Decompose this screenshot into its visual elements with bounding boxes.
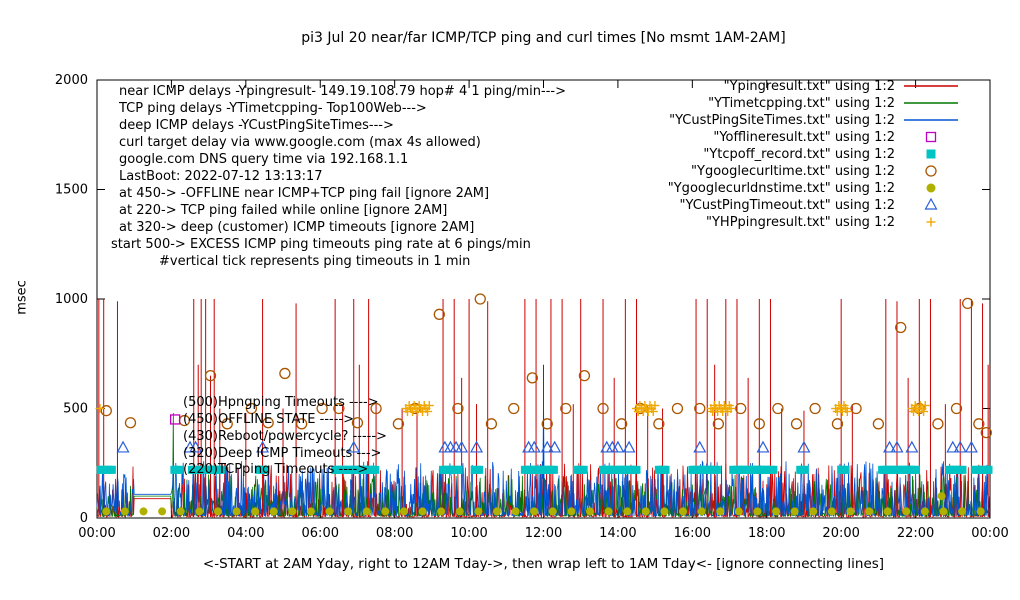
legend-label: "Yofflineresult.txt" using 1:2 xyxy=(713,130,895,145)
x-tick-label: 00:00 xyxy=(78,526,115,541)
x-tick-label: 06:00 xyxy=(302,526,339,541)
curl-circle-markers xyxy=(100,293,992,439)
y-axis: 0 500 1000 1500 2000 xyxy=(55,73,990,526)
legend-label: "Ygooglecurldnstime.txt" using 1:2 xyxy=(668,181,895,196)
timeout-triangle-markers xyxy=(116,440,978,453)
y-tick-label: 1000 xyxy=(55,292,88,307)
level-annotation: (500)Hpngping Timeouts ----> xyxy=(183,395,379,410)
info-line: start 500-> EXCESS ICMP ping timeouts pi… xyxy=(111,237,531,252)
info-line: at 320-> deep (customer) ICMP timeouts [… xyxy=(119,220,474,235)
offline-square-marker xyxy=(169,414,181,425)
y-tick-label: 2000 xyxy=(55,73,88,88)
info-line: #vertical tick represents ping timeouts … xyxy=(159,254,470,269)
x-tick-label: 18:00 xyxy=(748,526,785,541)
legend-label: "YCustPingSiteTimes.txt" using 1:2 xyxy=(669,113,895,128)
legend-label: "Ygooglecurltime.txt" using 1:2 xyxy=(691,164,895,179)
info-line: curl target delay via www.google.com (ma… xyxy=(119,135,481,150)
legend-label: "YHPpingresult.txt" using 1:2 xyxy=(706,215,895,230)
level-annotation: (220)TCPping Timeouts ----> xyxy=(183,462,368,477)
info-line: near ICMP delays -Ypingresult- 149.19.10… xyxy=(119,84,566,99)
y-tick-label: 500 xyxy=(63,402,88,417)
level-annotation: (320)Deep ICMP Timeouts ---> xyxy=(183,446,381,461)
info-line: TCP ping delays -YTimetcpping- Top100Web… xyxy=(118,101,427,116)
info-line: LastBoot: 2022-07-12 13:13:17 xyxy=(119,169,323,184)
info-line: deep ICMP delays -YCustPingSiteTimes---> xyxy=(119,118,394,133)
level-annotation: (450)OFFLINE STATE -----> xyxy=(183,412,354,427)
x-tick-label: 00:00 xyxy=(971,526,1008,541)
level-annotation: (430)Reboot/powercycle? -----> xyxy=(183,429,387,444)
info-text: near ICMP delays -Ypingresult- 149.19.10… xyxy=(111,84,566,269)
legend-label: "Ytcpoff_record.txt" using 1:2 xyxy=(703,147,895,162)
hp-plus-markers xyxy=(95,401,930,416)
y-tick-label: 1500 xyxy=(55,183,88,198)
x-axis-label: <-START at 2AM Yday, right to 12AM Tday-… xyxy=(202,556,885,572)
chart-title: pi3 Jul 20 near/far ICMP/TCP ping and cu… xyxy=(301,30,786,46)
tcpoff-square-markers xyxy=(96,465,993,474)
info-line: at 220-> TCP ping failed while online [i… xyxy=(119,203,447,218)
info-line: at 450-> -OFFLINE near ICMP+TCP ping fai… xyxy=(119,186,489,201)
x-tick-label: 22:00 xyxy=(897,526,934,541)
x-tick-label: 08:00 xyxy=(376,526,413,541)
x-tick-label: 12:00 xyxy=(525,526,562,541)
x-tick-label: 04:00 xyxy=(227,526,264,541)
legend-label: "YTimetcpping.txt" using 1:2 xyxy=(708,96,895,111)
legend-label: "Ypingresult.txt" using 1:2 xyxy=(724,79,895,94)
x-tick-label: 02:00 xyxy=(153,526,190,541)
info-line: google.com DNS query time via 192.168.1.… xyxy=(119,152,408,167)
annotation-text: (500)Hpngping Timeouts ----> (450)OFFLINE… xyxy=(183,395,387,477)
legend: "Ypingresult.txt" using 1:2 "YTimetcpping… xyxy=(668,79,958,230)
x-tick-label: 20:00 xyxy=(822,526,859,541)
x-tick-label: 16:00 xyxy=(674,526,711,541)
y-tick-label: 0 xyxy=(80,511,88,526)
x-axis: 00:00 02:00 04:00 06:00 08:00 10:00 12:00 14:00… xyxy=(78,80,1009,541)
x-tick-label: 14:00 xyxy=(599,526,636,541)
dns-dot-markers xyxy=(102,492,985,516)
x-tick-label: 10:00 xyxy=(450,526,487,541)
legend-label: "YCustPingTimeout.txt" using 1:2 xyxy=(680,198,895,213)
ping-timeout-spikes xyxy=(98,299,989,517)
